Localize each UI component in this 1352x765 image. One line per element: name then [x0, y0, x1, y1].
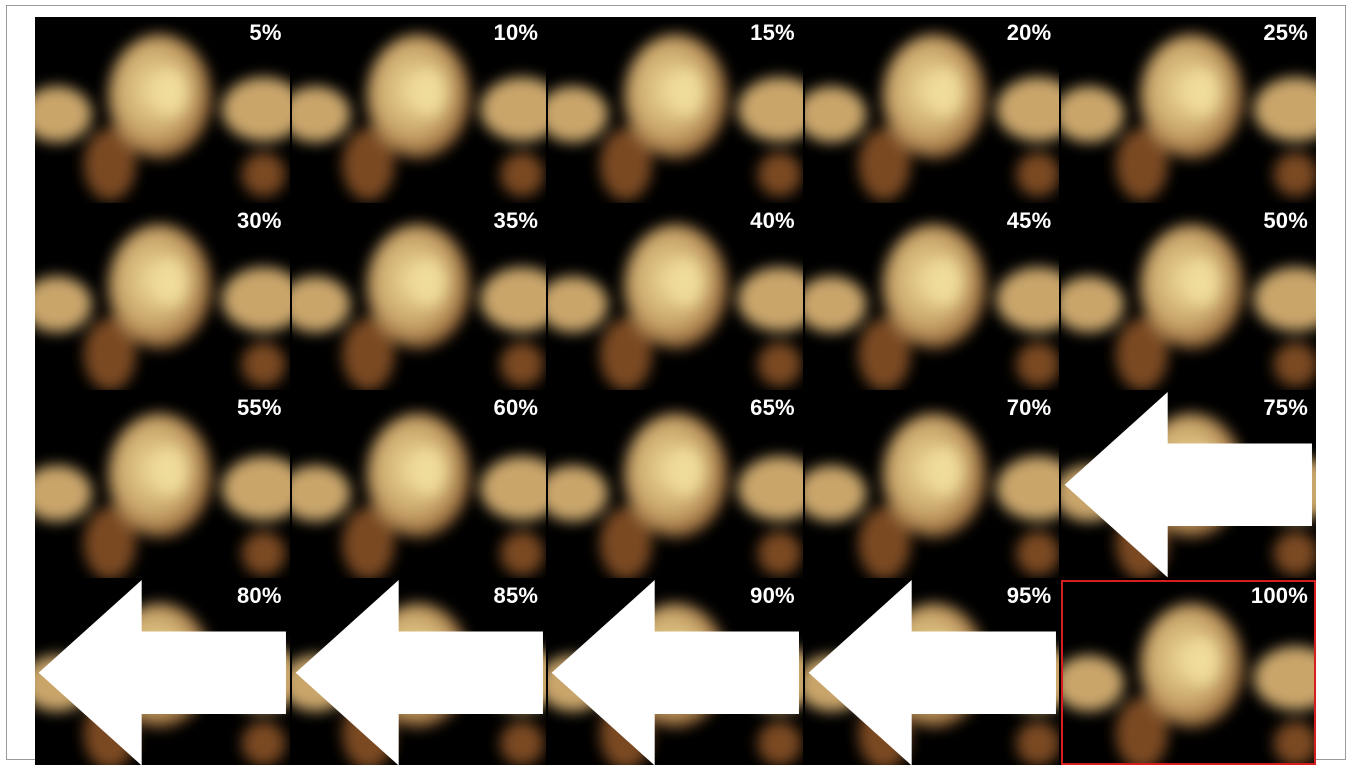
frame-tile: 80%: [35, 579, 290, 765]
tissue-render-image: [1061, 204, 1316, 390]
arrow-left-icon: [1065, 392, 1313, 578]
tissue-render-image: [35, 204, 290, 390]
tissue-render-image: [804, 392, 1060, 578]
arrow-left-icon: [808, 579, 1056, 765]
percent-label: 80%: [236, 582, 282, 608]
percent-label: 40%: [750, 207, 795, 233]
percent-label: 90%: [750, 582, 795, 608]
frame-tile: 5%: [35, 17, 290, 203]
frame-tile: 70%: [804, 392, 1060, 578]
tissue-render-image: [1061, 579, 1316, 765]
percent-label: 45%: [1006, 207, 1052, 233]
tissue-render-image: [291, 17, 547, 203]
percent-label: 95%: [1006, 582, 1052, 608]
frame-tile: 30%: [35, 204, 290, 390]
frame-tile: 65%: [548, 392, 803, 578]
percent-label: 10%: [493, 20, 539, 45]
percent-label: 50%: [1263, 207, 1308, 233]
image-grid: 5% 10% 15% 20% 25% 30% 35% 40% 45% 50% 5…: [35, 17, 1316, 765]
tissue-render-image: [804, 17, 1060, 203]
percent-label: 100%: [1250, 582, 1308, 608]
percent-label: 35%: [493, 207, 539, 233]
frame-tile: 55%: [35, 392, 290, 578]
frame-tile: 95%: [804, 579, 1060, 765]
percent-label: 75%: [1263, 395, 1308, 420]
frame-tile: 45%: [804, 204, 1060, 390]
arrow-left-icon: [551, 579, 800, 765]
tissue-render-image: [35, 17, 290, 203]
percent-label: 70%: [1006, 395, 1052, 420]
percent-label: 65%: [750, 395, 795, 420]
tissue-render-image: [291, 204, 547, 390]
tissue-render-image: [548, 392, 803, 578]
percent-label: 20%: [1006, 20, 1052, 45]
percent-label: 85%: [493, 582, 539, 608]
frame-tile: 90%: [548, 579, 803, 765]
tissue-render-image: [35, 392, 290, 578]
percent-label: 5%: [249, 20, 282, 45]
frame-tile: 100%: [1061, 579, 1316, 765]
frame-tile: 60%: [291, 392, 547, 578]
tissue-render-image: [548, 17, 803, 203]
tissue-render-image: [291, 392, 547, 578]
frame-tile: 20%: [804, 17, 1060, 203]
percent-label: 55%: [236, 395, 282, 420]
percent-label: 30%: [236, 207, 282, 233]
percent-label: 60%: [493, 395, 539, 420]
frame-tile: 85%: [291, 579, 547, 765]
tissue-render-image: [548, 204, 803, 390]
frame-tile: 35%: [291, 204, 547, 390]
frame-tile: 40%: [548, 204, 803, 390]
arrow-left-icon: [38, 579, 286, 765]
tissue-render-image: [1061, 17, 1316, 203]
frame-tile: 15%: [548, 17, 803, 203]
frame-tile: 10%: [291, 17, 547, 203]
arrow-left-icon: [295, 579, 543, 765]
percent-label: 25%: [1263, 20, 1308, 45]
tissue-render-image: [804, 204, 1060, 390]
frame-tile: 50%: [1061, 204, 1316, 390]
frame-tile: 75%: [1061, 392, 1316, 578]
frame-tile: 25%: [1061, 17, 1316, 203]
percent-label: 15%: [750, 20, 795, 45]
